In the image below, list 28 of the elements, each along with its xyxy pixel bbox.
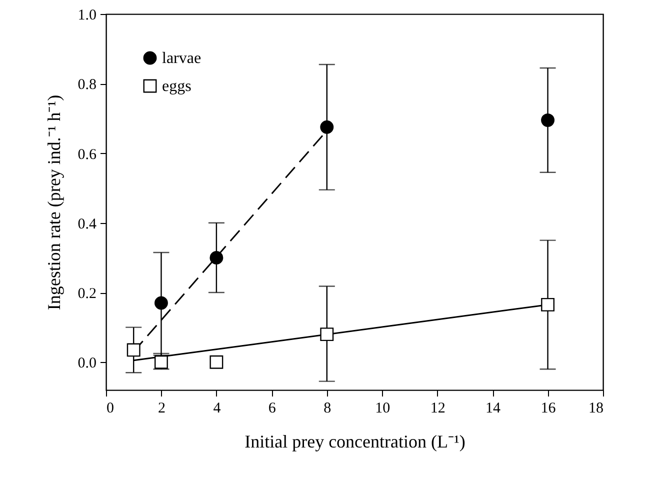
x-axis-title: Initial prey concentration (L⁻¹) — [244, 432, 466, 452]
x-tick-label: 14 — [486, 400, 502, 416]
x-tick-label: 12 — [430, 400, 446, 416]
y-tick-label: 0.2 — [78, 286, 96, 302]
point — [210, 250, 224, 264]
point — [320, 120, 334, 134]
y-tick-label: 0.8 — [78, 77, 96, 94]
legend-label: larvae — [162, 50, 202, 67]
legend-label: eggs — [162, 78, 192, 95]
y-axis-title: Ingestion rate (prey ind.⁻¹ h⁻¹) — [44, 94, 64, 310]
x-tick-label: 18 — [588, 400, 604, 416]
y-tick-label: 0.6 — [78, 146, 97, 163]
x-tick-label: 10 — [375, 400, 390, 416]
x-tick-label: 4 — [213, 400, 222, 416]
y-tick-label: 1.0 — [78, 8, 96, 24]
point — [154, 296, 168, 310]
y-tick-label: 0.4 — [78, 216, 97, 232]
x-tick-label: 0 — [106, 400, 114, 416]
point — [320, 328, 334, 342]
y-tick-label: 0.0 — [78, 356, 96, 372]
point — [210, 355, 224, 369]
point — [541, 113, 554, 127]
x-tick-label: 6 — [268, 400, 276, 416]
x-tick-label: 2 — [158, 400, 166, 416]
point — [126, 343, 140, 357]
x-tick-label: 8 — [324, 400, 332, 416]
x-tick-label: 16 — [540, 400, 556, 416]
point — [541, 298, 554, 312]
